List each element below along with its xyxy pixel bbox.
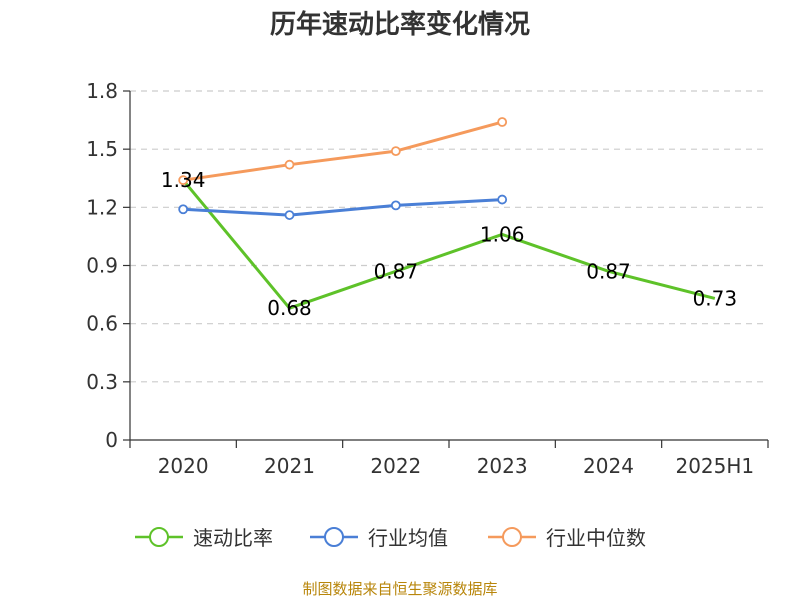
x-tick-label: 2022: [370, 454, 421, 478]
series-layer: [178, 117, 716, 310]
y-tick-label: 1.5: [86, 137, 118, 161]
series-point-2: [497, 117, 508, 127]
data-label: 0.68: [267, 296, 312, 320]
source-note: 制图数据来自恒生聚源数据库: [302, 580, 497, 598]
y-tick-label: 0.3: [86, 370, 118, 394]
y-tick-label: 0: [105, 428, 118, 452]
series-point-2: [390, 146, 401, 157]
legend-marker: [149, 527, 169, 547]
y-tick-label: 0.9: [86, 254, 118, 278]
x-tick-label: 2021: [264, 454, 315, 478]
data-label: 0.87: [374, 259, 419, 283]
x-tick-label: 2025H1: [675, 454, 754, 478]
legend-item-2[interactable]: 行业中位数: [488, 526, 646, 550]
legend-marker: [324, 527, 344, 547]
legend-label: 速动比率: [193, 526, 273, 550]
legend-item-1[interactable]: 行业均值: [310, 526, 448, 550]
grid: [130, 90, 768, 383]
series-point-1: [284, 210, 295, 220]
series-point-2: [178, 175, 189, 186]
data-label: 0.73: [693, 286, 738, 310]
series-point-2: [284, 159, 295, 170]
y-tick-label: 1.2: [86, 195, 118, 219]
legend-marker: [502, 527, 522, 547]
y-tick-label: 1.8: [86, 79, 118, 103]
series-point-1: [390, 200, 401, 211]
x-tick-label: 2020: [158, 454, 209, 478]
series-point-1: [178, 204, 189, 215]
legend-label: 行业均值: [368, 526, 448, 550]
x-tick-label: 2024: [583, 454, 634, 478]
data-label: 0.87: [586, 259, 631, 283]
data-labels: 1.34 0.68 0.87 1.06 0.87 0.73: [161, 168, 737, 320]
chart-title: 历年速动比率变化情况: [270, 9, 530, 40]
legend-item-0[interactable]: 速动比率: [135, 526, 273, 550]
data-label: 1.34: [161, 168, 206, 192]
series-line-0: [182, 179, 716, 310]
series-line-1: [183, 198, 503, 217]
x-tick-label: 2023: [477, 454, 528, 478]
data-label: 1.06: [480, 222, 525, 246]
series-line-2: [182, 120, 503, 182]
axes: 0 0.3 0.6 0.9 1.2 1.5 1.8 2020 2021 2022 2023 2024 2…: [86, 79, 769, 478]
y-tick-label: 0.6: [86, 312, 118, 336]
legend-label: 行业中位数: [546, 526, 646, 550]
legend: 速动比率 行业均值 行业中位数: [135, 526, 646, 550]
series-point-1: [497, 194, 508, 205]
